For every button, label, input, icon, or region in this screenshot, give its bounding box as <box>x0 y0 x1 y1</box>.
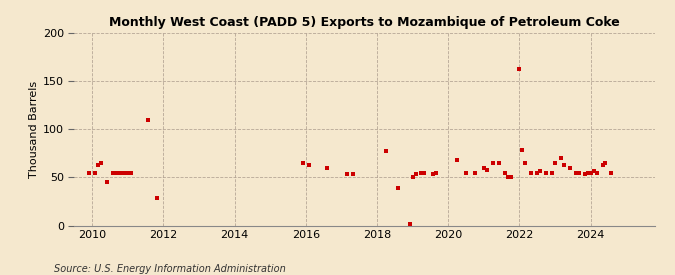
Point <box>487 161 498 165</box>
Point <box>470 170 481 175</box>
Point <box>428 172 439 177</box>
Point <box>517 148 528 153</box>
Point <box>585 170 596 175</box>
Point <box>119 170 130 175</box>
Point <box>583 170 593 175</box>
Point <box>547 170 558 175</box>
Point <box>600 161 611 165</box>
Point <box>381 149 392 153</box>
Point <box>431 170 441 175</box>
Point <box>573 170 584 175</box>
Point <box>392 186 403 190</box>
Point <box>404 221 415 226</box>
Point <box>541 170 551 175</box>
Point <box>90 170 101 175</box>
Point <box>579 172 590 177</box>
Point <box>92 163 103 167</box>
Point <box>460 170 471 175</box>
Point <box>107 170 118 175</box>
Point <box>505 175 516 180</box>
Point <box>493 161 504 165</box>
Point <box>481 167 492 172</box>
Point <box>111 170 122 175</box>
Point <box>591 170 602 175</box>
Point <box>101 180 112 184</box>
Point <box>84 170 95 175</box>
Point <box>549 161 560 165</box>
Point <box>410 172 421 177</box>
Point <box>303 163 314 167</box>
Point <box>588 168 599 173</box>
Point <box>419 170 430 175</box>
Point <box>556 156 566 160</box>
Point <box>116 170 127 175</box>
Point <box>342 172 353 177</box>
Point <box>348 172 358 177</box>
Point <box>407 175 418 180</box>
Y-axis label: Thousand Barrels: Thousand Barrels <box>28 81 38 178</box>
Point <box>143 117 154 122</box>
Point <box>597 163 608 167</box>
Point <box>535 168 545 173</box>
Point <box>479 166 489 170</box>
Point <box>564 166 575 170</box>
Point <box>558 163 569 167</box>
Point <box>321 166 332 170</box>
Point <box>606 170 617 175</box>
Point <box>96 161 107 165</box>
Text: Source: U.S. Energy Information Administration: Source: U.S. Energy Information Administ… <box>54 264 286 274</box>
Point <box>452 158 462 162</box>
Point <box>532 170 543 175</box>
Point <box>152 195 163 200</box>
Point <box>500 170 510 175</box>
Point <box>298 161 308 165</box>
Point <box>126 170 136 175</box>
Point <box>122 170 133 175</box>
Title: Monthly West Coast (PADD 5) Exports to Mozambique of Petroleum Coke: Monthly West Coast (PADD 5) Exports to M… <box>109 16 620 29</box>
Point <box>502 175 513 180</box>
Point <box>416 170 427 175</box>
Point <box>514 66 525 71</box>
Point <box>570 170 581 175</box>
Point <box>520 161 531 165</box>
Point <box>113 170 124 175</box>
Point <box>526 170 537 175</box>
